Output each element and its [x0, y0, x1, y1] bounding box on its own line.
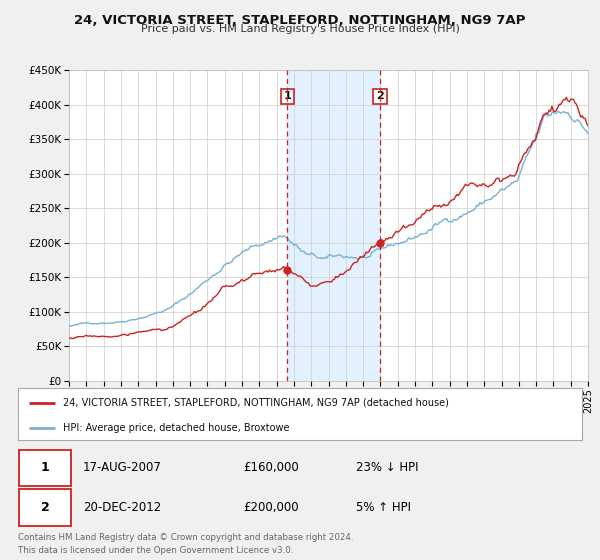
FancyBboxPatch shape [19, 489, 71, 526]
Text: 24, VICTORIA STREET, STAPLEFORD, NOTTINGHAM, NG9 7AP: 24, VICTORIA STREET, STAPLEFORD, NOTTING… [74, 14, 526, 27]
Text: 1: 1 [284, 91, 292, 101]
Text: 2: 2 [41, 501, 49, 514]
Text: 17-AUG-2007: 17-AUG-2007 [83, 461, 162, 474]
Text: 1: 1 [41, 461, 49, 474]
Text: 20-DEC-2012: 20-DEC-2012 [83, 501, 161, 514]
Bar [287, 70, 380, 381]
Text: HPI: Average price, detached house, Broxtowe: HPI: Average price, detached house, Brox… [63, 423, 290, 433]
Text: 24, VICTORIA STREET, STAPLEFORD, NOTTINGHAM, NG9 7AP (detached house): 24, VICTORIA STREET, STAPLEFORD, NOTTING… [63, 398, 449, 408]
Text: 5% ↑ HPI: 5% ↑ HPI [356, 501, 412, 514]
Text: Price paid vs. HM Land Registry's House Price Index (HPI): Price paid vs. HM Land Registry's House … [140, 24, 460, 34]
FancyBboxPatch shape [19, 450, 71, 486]
Text: 2: 2 [376, 91, 384, 101]
Text: This data is licensed under the Open Government Licence v3.0.: This data is licensed under the Open Gov… [18, 546, 293, 555]
Text: £200,000: £200,000 [244, 501, 299, 514]
Text: Contains HM Land Registry data © Crown copyright and database right 2024.: Contains HM Land Registry data © Crown c… [18, 533, 353, 542]
Text: 23% ↓ HPI: 23% ↓ HPI [356, 461, 419, 474]
Text: £160,000: £160,000 [244, 461, 299, 474]
